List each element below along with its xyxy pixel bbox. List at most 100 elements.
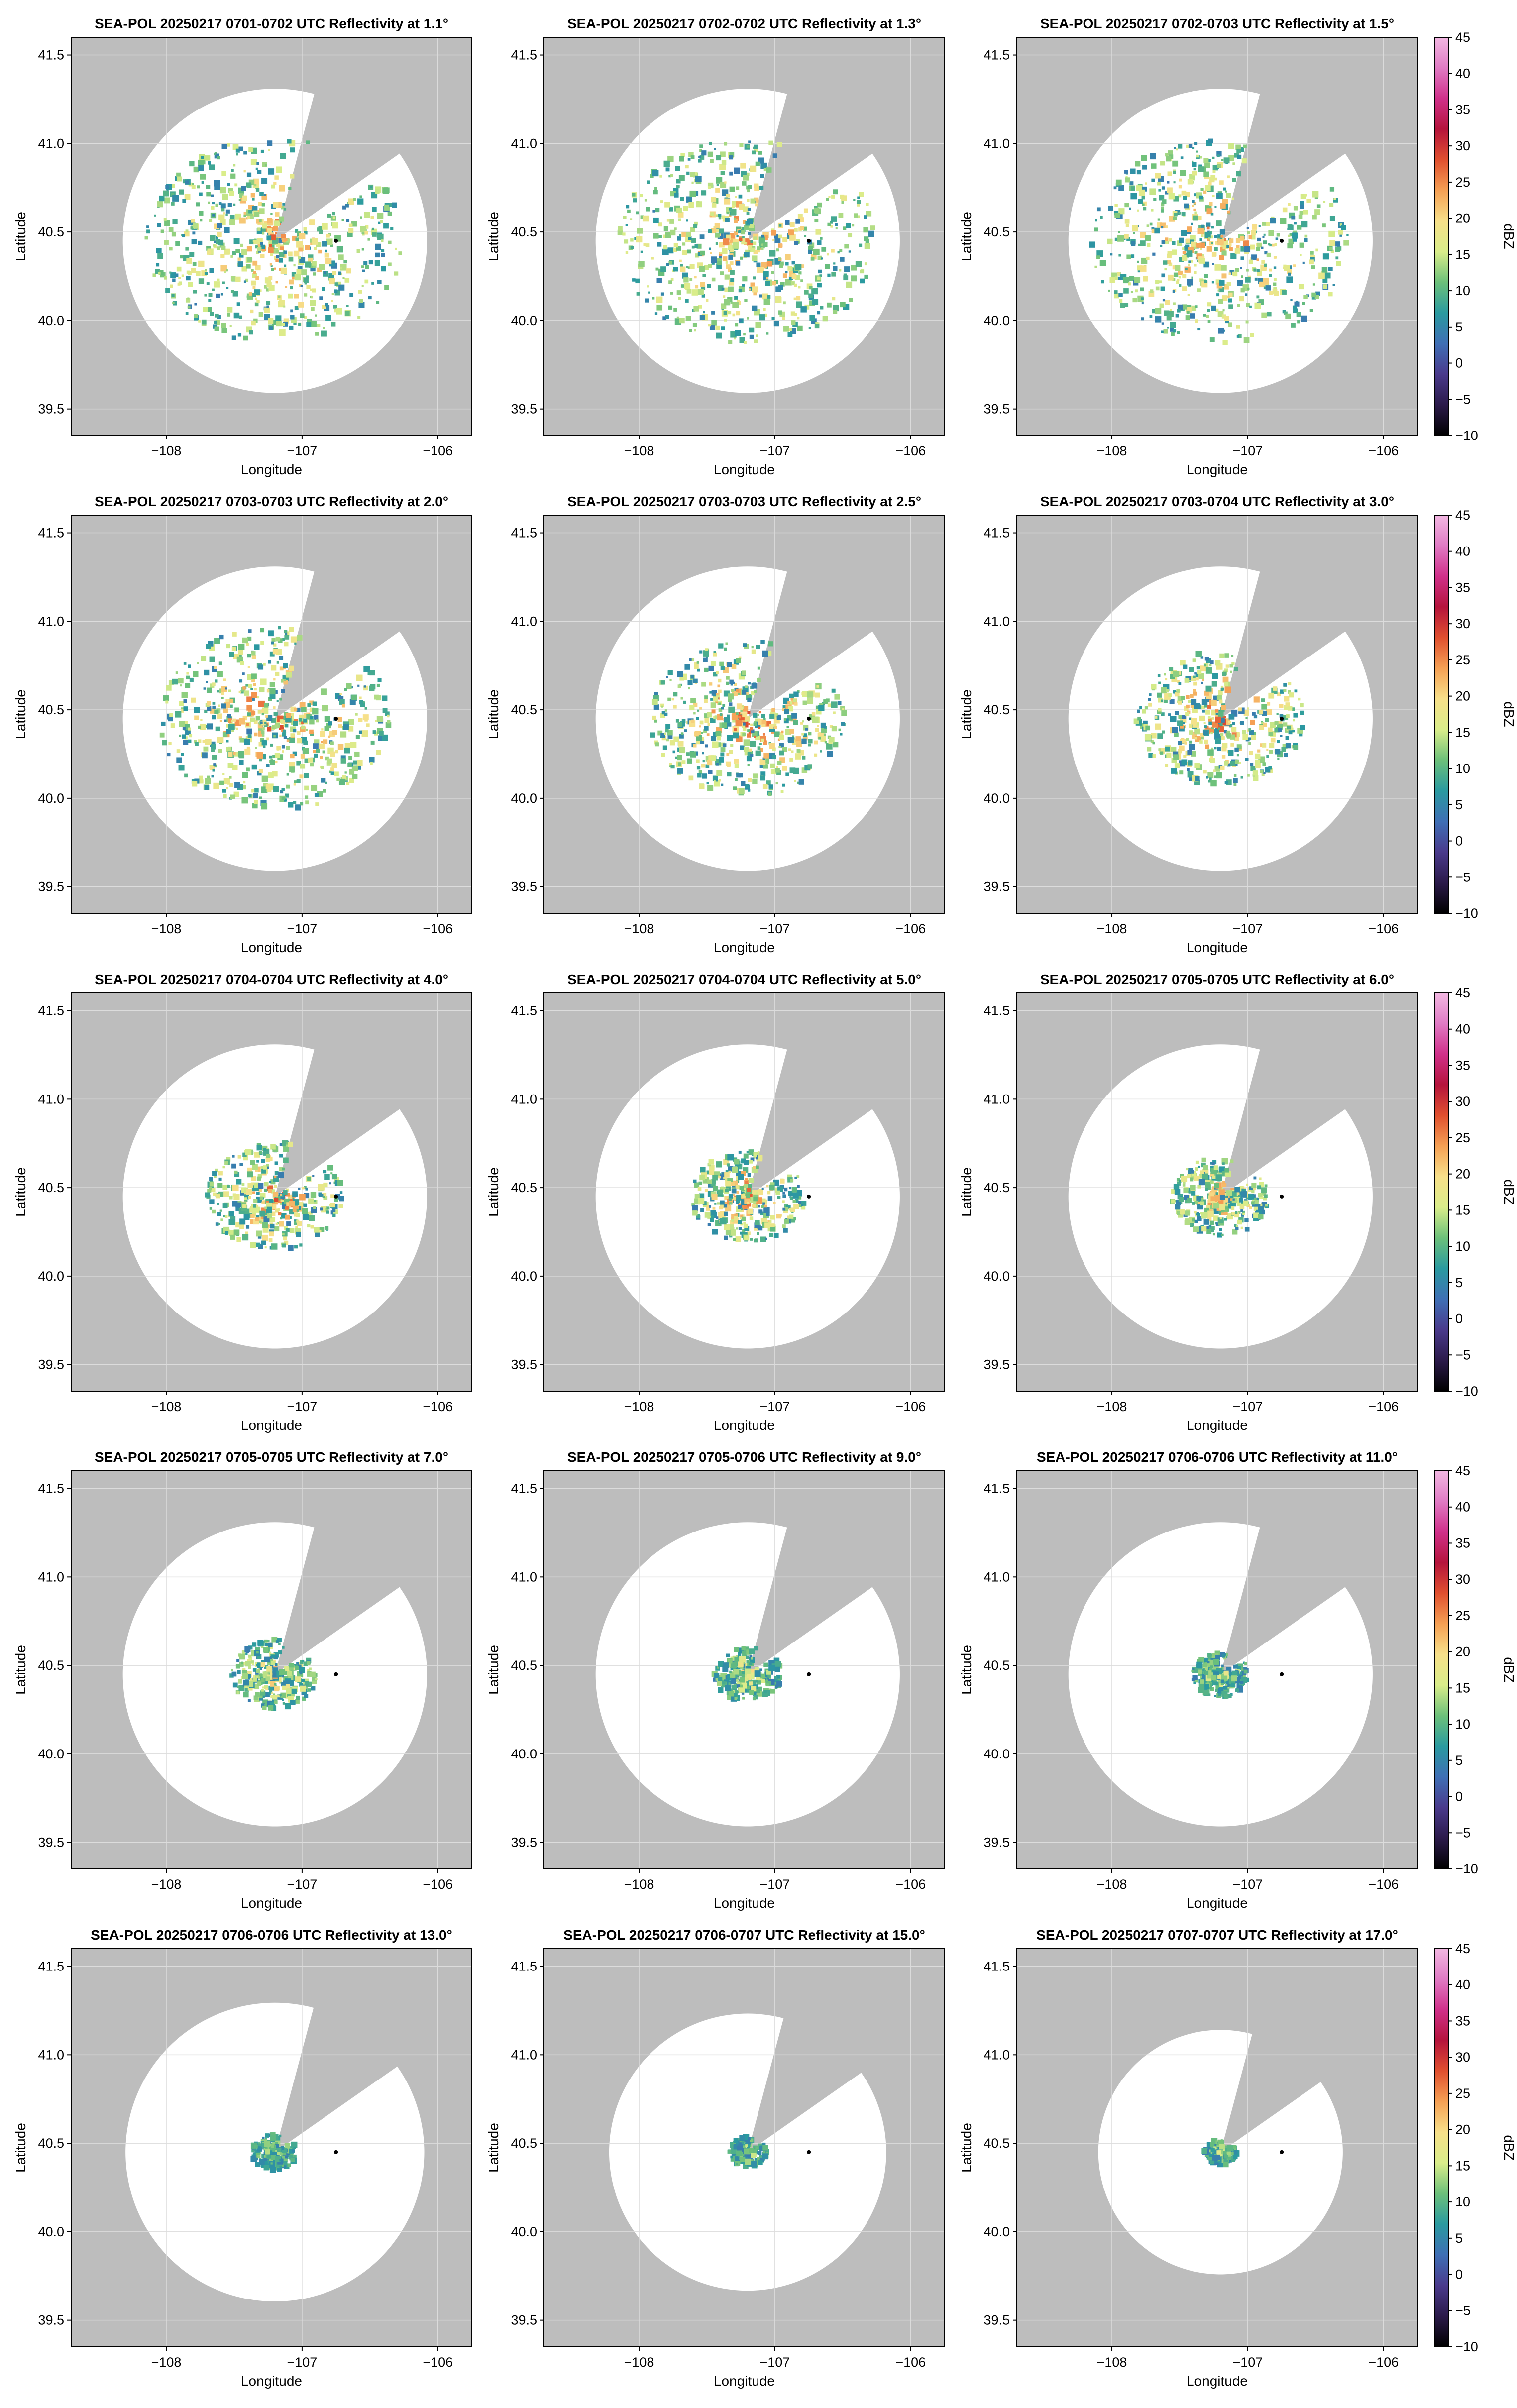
echo-cell <box>1248 728 1251 731</box>
echo-cell <box>198 260 205 267</box>
echo-cell <box>256 1160 259 1163</box>
panel-6: −108 −107 −10639.540.040.541.041.5SEA-POL … <box>959 494 1517 955</box>
echo-cell <box>788 1191 793 1196</box>
echo-cell <box>749 288 751 291</box>
echo-cell <box>211 775 214 778</box>
colorbar-tick-label: 25 <box>1455 175 1470 190</box>
echo-cell <box>831 249 835 253</box>
echo-cell <box>1288 706 1293 711</box>
echo-cell <box>270 1217 276 1222</box>
echo-cell <box>309 700 314 705</box>
y-tick-label: 39.5 <box>38 1357 64 1372</box>
echo-cell <box>1216 293 1220 297</box>
echo-cell <box>1330 249 1334 253</box>
echo-cell <box>332 271 337 275</box>
echo-cell <box>718 1175 721 1179</box>
echo-cell <box>246 172 252 177</box>
echo-cell <box>1151 227 1155 230</box>
echo-cell <box>1187 294 1190 296</box>
echo-cell <box>1187 230 1192 234</box>
echo-cell <box>678 741 684 747</box>
echo-cell <box>238 654 242 657</box>
echo-cell <box>1175 314 1179 318</box>
echo-cell <box>778 257 781 260</box>
echo-cell <box>736 1227 738 1230</box>
echo-cell <box>747 189 750 193</box>
echo-cell <box>1173 751 1179 757</box>
echo-cell <box>622 232 626 236</box>
echo-cell <box>229 1196 233 1200</box>
echo-cell <box>327 213 331 218</box>
echo-cell <box>1215 716 1221 723</box>
echo-cell <box>1180 660 1186 666</box>
echo-cell <box>664 732 666 735</box>
echo-cell <box>787 715 793 721</box>
echo-cell <box>1270 218 1276 224</box>
echo-cell <box>1322 223 1326 228</box>
echo-cell <box>267 1185 273 1191</box>
echo-cell <box>278 638 283 643</box>
echo-cell <box>381 239 384 242</box>
echo-cell <box>269 651 275 657</box>
echo-cell <box>261 178 268 184</box>
echo-cell <box>756 262 761 267</box>
echo-cell <box>1243 337 1250 343</box>
panel-8: −108 −107 −10639.540.040.541.041.5SEA-POL … <box>486 972 945 1433</box>
echo-cell <box>1284 311 1288 315</box>
echo-cell <box>763 718 766 721</box>
echo-cell <box>1179 726 1185 732</box>
echo-cell <box>1259 1182 1265 1188</box>
echo-cell <box>1207 716 1211 719</box>
echo-cell <box>252 206 258 211</box>
site-marker <box>807 1194 811 1199</box>
echo-cell <box>1135 289 1138 293</box>
echo-cell <box>747 697 752 702</box>
echo-cell <box>1265 222 1270 226</box>
echo-cell <box>744 341 747 344</box>
echo-cell <box>789 1187 792 1190</box>
echo-cell <box>734 337 736 340</box>
echo-cell <box>323 1170 327 1174</box>
echo-cell <box>180 684 182 687</box>
echo-cell <box>179 701 185 706</box>
echo-cell <box>790 1207 795 1212</box>
echo-cell <box>268 149 270 151</box>
echo-cell <box>261 1201 264 1204</box>
echo-cell <box>695 285 699 289</box>
echo-cell <box>241 249 247 255</box>
echo-cell <box>746 1151 749 1154</box>
echo-cell <box>1217 1187 1222 1191</box>
echo-cell <box>755 1192 758 1194</box>
echo-cell <box>721 326 725 330</box>
echo-cell <box>838 701 842 705</box>
echo-cell <box>286 1202 291 1207</box>
echo-cell <box>1285 743 1291 749</box>
echo-cell <box>710 1217 714 1222</box>
echo-cell <box>1212 1186 1216 1190</box>
echo-cell <box>259 191 264 196</box>
echo-cell <box>322 305 326 309</box>
echo-cell <box>251 655 256 659</box>
echo-cell <box>369 670 375 676</box>
echo-cell <box>313 749 316 753</box>
echo-cell <box>212 715 216 720</box>
echo-cell <box>230 1234 235 1240</box>
echo-cell <box>1118 293 1123 297</box>
echo-cell <box>278 258 283 263</box>
echo-cell <box>739 337 745 343</box>
echo-cell <box>186 672 189 675</box>
echo-cell <box>324 1174 330 1180</box>
echo-cell <box>1212 195 1215 198</box>
echo-cell <box>294 1219 298 1223</box>
echo-cell <box>774 713 779 718</box>
echo-cell <box>793 297 796 300</box>
echo-cell <box>362 714 369 721</box>
echo-cell <box>683 700 686 704</box>
echo-cell <box>727 1178 733 1184</box>
echo-cell <box>1191 222 1193 225</box>
echo-cell <box>724 1235 728 1240</box>
echo-cell <box>309 1215 315 1221</box>
echo-cell <box>1136 260 1139 263</box>
echo-cell <box>238 718 245 725</box>
echo-cell <box>777 1196 781 1199</box>
